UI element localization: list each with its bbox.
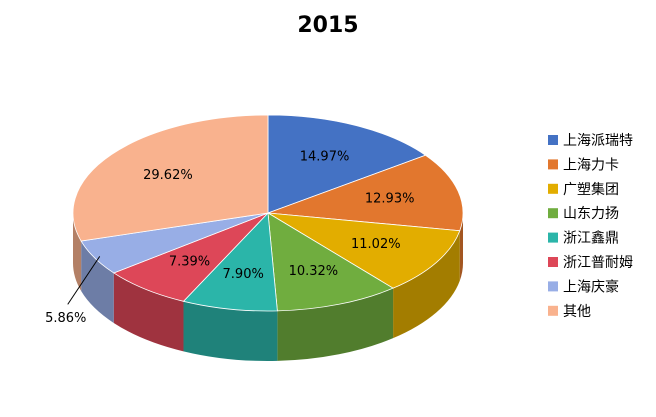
legend-swatch [548, 232, 558, 243]
legend-label: 浙江鑫鼎 [563, 230, 619, 247]
legend-swatch [548, 281, 558, 292]
legend-swatch [548, 208, 558, 219]
legend-swatch [548, 159, 558, 170]
legend-label: 山东力扬 [563, 206, 619, 222]
legend-label: 上海力卡 [563, 157, 619, 173]
slice [267, 154, 464, 232]
slice-side [113, 272, 184, 352]
legend-swatch [548, 183, 558, 194]
legend-label: 上海庆豪 [563, 279, 619, 295]
slice-side [459, 213, 463, 281]
slice [182, 212, 278, 312]
data-label: 14.97% [300, 150, 350, 165]
data-label: 5.86% [45, 311, 86, 326]
data-label: 7.39% [169, 254, 210, 269]
slice-side [183, 301, 278, 361]
legend-label: 上海派瑞特 [563, 133, 633, 149]
legend-label: 其他 [563, 304, 591, 320]
data-label: 29.62% [143, 168, 193, 183]
slice [267, 212, 394, 312]
slice-side [73, 213, 82, 292]
slice-side [81, 241, 114, 323]
slice [267, 212, 461, 289]
legend-label: 浙江普耐姆 [563, 255, 633, 271]
legend-label: 广塑集团 [563, 181, 619, 198]
leader-line [67, 256, 101, 305]
legend-swatch [548, 305, 558, 316]
legend-swatch [548, 257, 558, 267]
legend-swatch [548, 135, 558, 145]
slice [72, 114, 269, 242]
data-label: 11.02% [351, 237, 401, 252]
slice-side [277, 288, 394, 361]
slice [267, 114, 427, 214]
data-label: 7.90% [223, 267, 264, 282]
data-label: 12.93% [365, 192, 415, 207]
slice-side [393, 230, 460, 339]
chart-title: 2015 [297, 13, 358, 38]
data-label: 10.32% [289, 264, 339, 279]
